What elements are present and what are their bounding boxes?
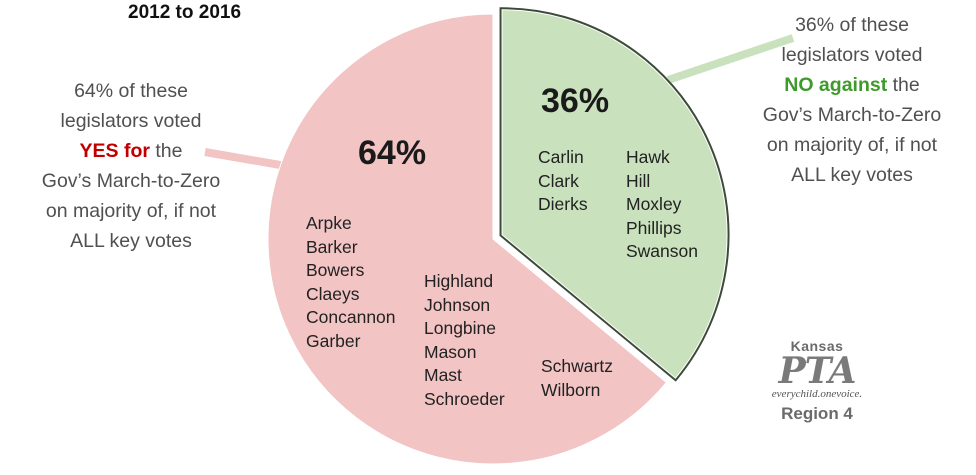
legislator-name: Highland [424,271,494,291]
region-label: Region 4 [781,404,853,423]
legislator-name: Barker [306,236,358,257]
leader-line-right [666,34,795,84]
no-names-column-2: Hawk Hill Moxley Phillips Swanson [626,146,698,264]
chart-title: 2012 to 2016 [128,2,242,23]
no-against-emphasis: NO against [784,74,888,96]
yes-for-emphasis: YES for [79,140,150,162]
pie-slice-yes [267,13,668,465]
slice-label-no: 36% [541,82,610,120]
legislator-name: Arpke [306,213,352,233]
legislator-name: Wilborn [541,379,601,400]
legislator-name: Hill [626,170,651,191]
legislator-name: Longbine [424,318,497,338]
legislator-name: Concannon [306,307,396,327]
pie-slice-no [501,9,728,379]
legislator-name: Bowers [306,260,365,280]
logo-pta-text: PTA [778,350,857,392]
legislator-name: Carlin [538,147,584,167]
logo-kansas-text: Kansas [790,338,844,354]
yes-names-column-2: Highland Johnson Longbine Mason Mast Schroede… [424,270,505,411]
legislator-name: Garber [306,330,361,351]
legislator-name: Moxley [626,194,682,214]
legislator-name: Johnson [424,294,491,315]
legislator-name: Schwartz [541,356,613,376]
yes-names-column-3: Schwartz Wilborn [541,355,613,402]
legislator-name: Dierks [538,194,588,214]
kansas-pta-logo: Kansas PTA everychild.onevoice. Region 4 [755,338,879,424]
legislator-name: Clark [538,170,579,191]
legislator-name: Hawk [626,147,670,167]
legislator-name: Swanson [626,241,698,261]
legislator-name: Schroeder [424,388,505,409]
yes-callout: 64% of these legislators voted YES for t… [41,80,221,252]
yes-names-column-1: Arpke Barker Bowers Claeys Concannon Garber [306,212,396,353]
legislator-name: Claeys [306,283,360,304]
legislator-name: Phillips [626,217,682,238]
logo-motto: everychild.onevoice. [771,388,863,400]
no-callout: 36% of these legislators voted NO agains… [762,14,942,186]
slice-label-yes: 64% [358,134,427,172]
no-names-column-1: Carlin Clark Dierks [538,146,588,217]
legislator-name: Mason [424,341,477,362]
legislator-name: Mast [424,365,462,385]
